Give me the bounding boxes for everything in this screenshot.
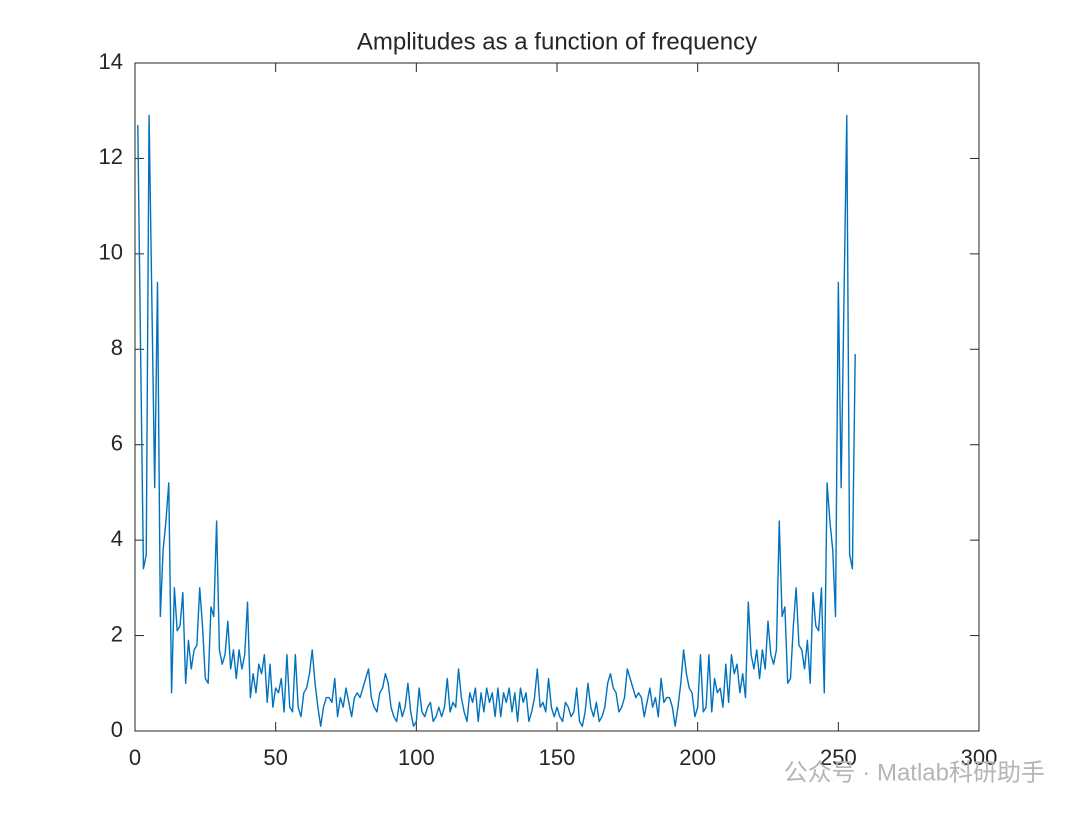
x-tick-label: 250	[820, 745, 857, 770]
x-tick-label: 200	[679, 745, 716, 770]
y-tick-label: 2	[111, 621, 123, 646]
watermark: 公众号 · Matlab科研助手	[784, 759, 1045, 786]
y-tick-label: 4	[111, 526, 123, 551]
y-tick-label: 8	[111, 335, 123, 360]
y-tick-label: 10	[99, 240, 123, 265]
x-tick-label: 0	[129, 745, 141, 770]
y-tick-label: 12	[99, 144, 123, 169]
y-tick-label: 6	[111, 431, 123, 456]
y-tick-label: 14	[99, 49, 123, 74]
x-tick-label: 50	[263, 745, 287, 770]
x-tick-label: 100	[398, 745, 435, 770]
y-tick-label: 0	[111, 717, 123, 742]
chart-title: Amplitudes as a function of frequency	[357, 28, 757, 55]
x-tick-label: 150	[539, 745, 576, 770]
axes-box	[134, 62, 980, 732]
data-line	[137, 114, 856, 727]
x-tick-label: 300	[961, 745, 998, 770]
